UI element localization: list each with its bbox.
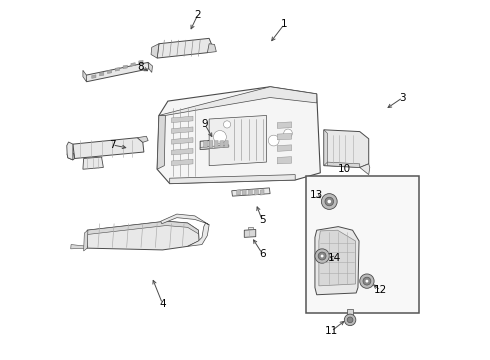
- Polygon shape: [327, 162, 360, 167]
- Polygon shape: [172, 159, 193, 166]
- Circle shape: [344, 314, 356, 325]
- Polygon shape: [87, 221, 198, 234]
- Polygon shape: [151, 44, 159, 58]
- Polygon shape: [172, 127, 193, 134]
- Polygon shape: [215, 140, 218, 148]
- Polygon shape: [324, 130, 327, 166]
- Polygon shape: [67, 152, 74, 160]
- Polygon shape: [157, 39, 213, 58]
- Circle shape: [360, 274, 374, 288]
- Polygon shape: [161, 214, 209, 225]
- Polygon shape: [85, 62, 149, 82]
- Polygon shape: [224, 140, 228, 148]
- Text: 1: 1: [281, 19, 288, 29]
- Polygon shape: [277, 122, 292, 129]
- Text: 6: 6: [259, 248, 266, 258]
- Polygon shape: [71, 244, 88, 249]
- Polygon shape: [243, 190, 246, 195]
- Polygon shape: [347, 309, 353, 320]
- Polygon shape: [131, 63, 135, 66]
- Text: 13: 13: [310, 190, 323, 200]
- Polygon shape: [277, 157, 292, 164]
- Polygon shape: [172, 116, 193, 123]
- Circle shape: [315, 249, 329, 263]
- Polygon shape: [99, 72, 104, 76]
- Polygon shape: [204, 140, 207, 148]
- Polygon shape: [248, 190, 252, 195]
- Polygon shape: [83, 157, 103, 169]
- Polygon shape: [232, 188, 270, 196]
- Polygon shape: [200, 145, 229, 149]
- Polygon shape: [277, 134, 292, 140]
- Polygon shape: [123, 65, 127, 69]
- Text: 9: 9: [201, 120, 208, 129]
- Text: 3: 3: [399, 93, 406, 103]
- Polygon shape: [84, 230, 88, 251]
- Polygon shape: [209, 116, 267, 166]
- Text: 10: 10: [338, 164, 351, 174]
- Circle shape: [321, 194, 337, 210]
- Polygon shape: [248, 226, 253, 229]
- Polygon shape: [137, 136, 148, 142]
- Polygon shape: [67, 142, 73, 160]
- Polygon shape: [73, 138, 144, 158]
- Circle shape: [363, 277, 371, 285]
- Polygon shape: [207, 44, 216, 53]
- Polygon shape: [277, 145, 292, 151]
- Polygon shape: [319, 230, 355, 286]
- Text: 11: 11: [324, 326, 338, 336]
- Polygon shape: [220, 140, 223, 148]
- Circle shape: [223, 121, 231, 128]
- Text: 5: 5: [259, 215, 266, 225]
- Bar: [306, 176, 419, 313]
- Polygon shape: [83, 70, 87, 82]
- Polygon shape: [324, 130, 368, 167]
- Polygon shape: [172, 138, 193, 144]
- Circle shape: [325, 197, 334, 206]
- Text: 8: 8: [137, 62, 144, 72]
- Polygon shape: [245, 229, 256, 237]
- Text: 2: 2: [195, 10, 201, 20]
- Polygon shape: [209, 140, 213, 148]
- Polygon shape: [107, 70, 112, 73]
- Polygon shape: [237, 190, 240, 195]
- Circle shape: [269, 135, 279, 146]
- Circle shape: [327, 200, 331, 203]
- Text: 12: 12: [374, 285, 387, 296]
- Polygon shape: [172, 148, 193, 155]
- Text: 4: 4: [159, 299, 166, 309]
- Polygon shape: [255, 190, 258, 195]
- Text: 7: 7: [109, 140, 116, 150]
- Circle shape: [320, 255, 323, 257]
- Polygon shape: [87, 221, 199, 250]
- Polygon shape: [139, 60, 143, 64]
- Polygon shape: [148, 62, 152, 72]
- Polygon shape: [188, 223, 209, 246]
- Circle shape: [366, 280, 368, 283]
- Polygon shape: [360, 164, 370, 175]
- Circle shape: [318, 252, 326, 260]
- Polygon shape: [170, 175, 295, 184]
- Circle shape: [284, 129, 293, 138]
- Polygon shape: [200, 139, 229, 149]
- Polygon shape: [92, 75, 96, 78]
- Polygon shape: [115, 68, 120, 71]
- Text: 14: 14: [328, 253, 341, 263]
- Circle shape: [214, 131, 226, 143]
- Polygon shape: [315, 226, 359, 295]
- Circle shape: [347, 317, 353, 323]
- Polygon shape: [260, 190, 264, 195]
- Polygon shape: [157, 87, 320, 184]
- Polygon shape: [157, 116, 166, 169]
- Polygon shape: [159, 87, 317, 116]
